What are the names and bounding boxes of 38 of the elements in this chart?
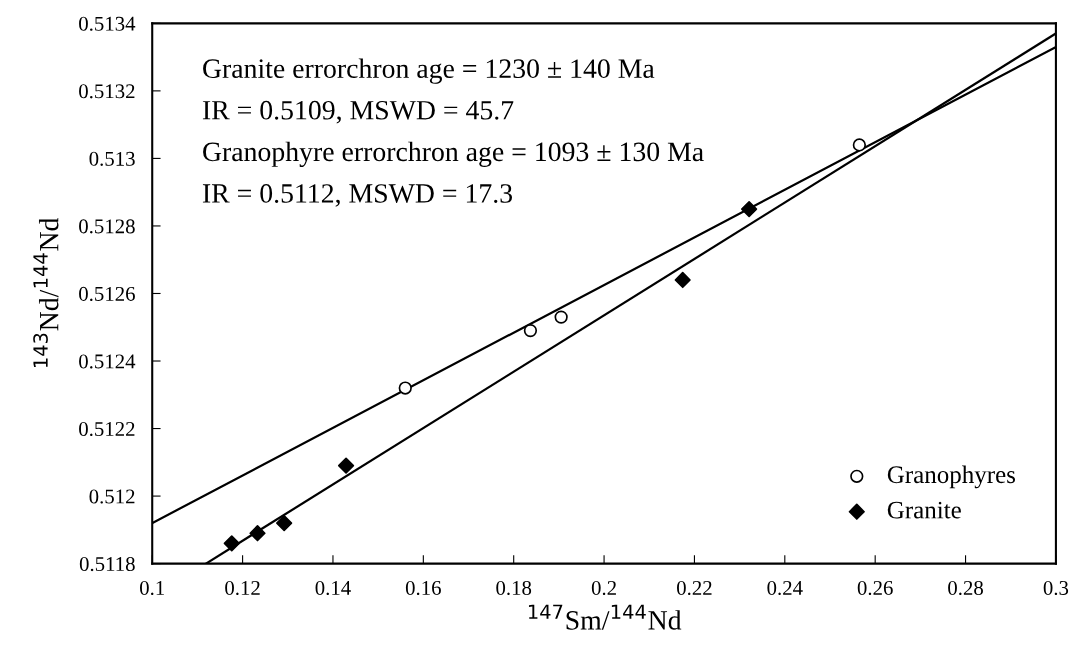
- point: [674, 271, 691, 289]
- point: [523, 323, 538, 338]
- x-tick-label: 0.14: [315, 580, 351, 596]
- y-tick-label: 0.512: [89, 489, 135, 504]
- y-tick-label: 0.5124: [79, 354, 136, 369]
- x-tick-label: 0.1: [140, 580, 164, 596]
- x-tick-label: 0.3: [1043, 580, 1069, 596]
- y-axis-title: $^{143}$Nd/$^{144}$Nd: [33, 217, 59, 368]
- annotation: IR = 0.5109, MSWD = 45.7: [202, 100, 514, 124]
- point: [337, 457, 355, 474]
- x-axis-title: $^{147}$Sm/$^{144}$Nd: [528, 604, 682, 630]
- legend-label: Granite: [887, 501, 961, 519]
- point: [249, 525, 266, 542]
- annotation: Granophyre errorchron age = 1093 ± 130 Ma: [203, 141, 704, 167]
- y-tick-label: 0.5132: [79, 84, 135, 99]
- annotation: Granite errorchron age = 1230 ± 140 Ma: [203, 58, 655, 84]
- x-tick-label: 0.2: [591, 580, 616, 596]
- x-tick-label: 0.12: [225, 580, 260, 596]
- y-tick-label: 0.5122: [79, 421, 135, 437]
- y-tick-label: 0.5126: [79, 286, 135, 301]
- legend-label: Granophyres: [887, 465, 1016, 489]
- point: [852, 138, 867, 152]
- y-tick-label: 0.5134: [79, 16, 136, 31]
- y-tick-label: 0.5128: [79, 219, 135, 234]
- x-tick-label: 0.16: [405, 580, 441, 596]
- point: [740, 200, 758, 218]
- point: [398, 381, 412, 395]
- point: [276, 514, 293, 532]
- x-tick-label: 0.28: [948, 580, 983, 596]
- x-tick-label: 0.18: [496, 580, 532, 596]
- y-tick-label: 0.5118: [79, 556, 135, 572]
- y-tick-label: 0.513: [89, 151, 135, 166]
- point: [554, 310, 568, 324]
- x-tick-label: 0.26: [857, 580, 893, 596]
- x-tick-label: 0.22: [677, 580, 712, 596]
- x-tick-label: 0.24: [767, 580, 803, 596]
- point: [223, 535, 240, 552]
- annotation: IR = 0.5112, MSWD = 17.3: [202, 184, 512, 207]
